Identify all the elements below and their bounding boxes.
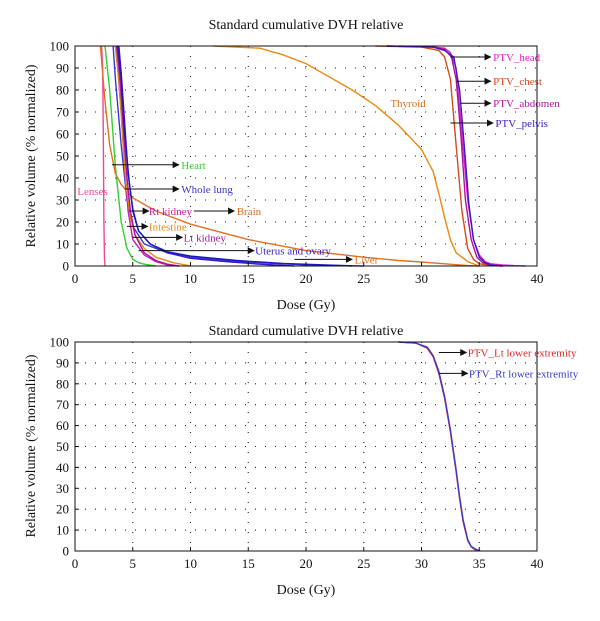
x-tick-label: 40	[531, 556, 544, 571]
chart-bottom: Standard cumulative DVH relative Dose (G…	[24, 324, 579, 598]
y-tick-label: 80	[56, 83, 69, 98]
y-tick-label: 90	[56, 61, 69, 76]
annotation-label: Brain	[237, 206, 262, 218]
x-tick-label: 0	[72, 556, 79, 571]
series-line-thyroid	[213, 45, 480, 267]
x-tick-label: 20	[300, 271, 313, 286]
chart-bottom-grid	[75, 342, 537, 551]
chart-top: Standard cumulative DVH relative Dose (G…	[24, 18, 560, 313]
x-tick-label: 5	[130, 271, 137, 286]
series-line-lt-kidney	[115, 45, 180, 267]
y-tick-label: 50	[56, 439, 69, 454]
y-tick-label: 70	[56, 105, 69, 120]
chart-top-ylabel: Relative volume (% normalized)	[24, 64, 39, 247]
annotation-label: Whole lung	[181, 184, 233, 196]
y-tick-label: 70	[56, 397, 69, 412]
annotation-label: Heart	[181, 160, 205, 172]
chart-bottom-series	[398, 341, 481, 552]
y-tick-label: 40	[56, 460, 69, 475]
annotation-label: PTV_pelvis	[495, 118, 548, 130]
chart-bottom-annotations: PTV_Lt lower extremity PTV_Rt lower extre…	[438, 347, 579, 380]
y-tick-label: 20	[56, 502, 69, 517]
y-tick-label: 100	[50, 335, 70, 350]
series-line-ptv-rt-lower-extremity	[398, 341, 481, 552]
y-tick-label: 100	[50, 39, 70, 54]
series-line-whole-lung	[112, 45, 364, 267]
chart-top-grid	[75, 46, 537, 266]
series-line-brain	[99, 45, 480, 267]
y-tick-label: 20	[56, 215, 69, 230]
y-tick-label: 80	[56, 376, 69, 391]
series-line-ptv-pelvis	[386, 45, 503, 267]
x-tick-label: 15	[242, 271, 255, 286]
y-tick-label: 30	[56, 481, 69, 496]
annotation-label: PTV_Rt lower extremity	[469, 368, 579, 380]
series-line-liver	[117, 45, 353, 267]
annotation-label: Uterus and ovary	[255, 246, 331, 258]
chart-top-series	[99, 45, 526, 267]
x-tick-label: 20	[300, 556, 313, 571]
chart-top-annotations: PTV_head PTV_chest PTV_abdomen PTV_pelvis Th…	[77, 52, 560, 266]
annotation-label: PTV_abdomen	[493, 98, 560, 110]
x-tick-label: 10	[184, 556, 197, 571]
y-tick-label: 40	[56, 171, 69, 186]
y-tick-label: 10	[56, 237, 69, 252]
chart-top-ticks: 0 5 10 15 20 25 30 35 40 0 10 20 30 40 50 60 70 80 90 100	[50, 39, 544, 287]
y-tick-label: 60	[56, 127, 69, 142]
x-tick-label: 10	[184, 271, 197, 286]
x-tick-label: 30	[415, 271, 428, 286]
chart-bottom-xlabel: Dose (Gy)	[277, 583, 336, 598]
chart-top-title: Standard cumulative DVH relative	[209, 18, 404, 33]
annotation-label: Lenses	[77, 186, 108, 198]
x-tick-label: 35	[473, 556, 486, 571]
x-tick-label: 30	[415, 556, 428, 571]
y-tick-label: 30	[56, 193, 69, 208]
y-tick-label: 0	[63, 259, 70, 274]
annotation-label: Thyroid	[390, 98, 426, 110]
y-tick-label: 60	[56, 418, 69, 433]
annotation-label: PTV_head	[493, 52, 541, 64]
y-tick-label: 10	[56, 523, 69, 538]
y-tick-label: 90	[56, 355, 69, 370]
series-line-ptv-chest	[375, 45, 503, 267]
annotation-label: Rt kidney	[149, 206, 193, 218]
annotation-label: PTV_chest	[493, 76, 542, 88]
annotation-label: PTV_Lt lower extremity	[468, 347, 577, 359]
annotation-label: Intestine	[149, 221, 187, 233]
chart-bottom-ticks: 0 5 10 15 20 25 30 35 40 0 10 20 30 40 50 60 70 80 90 100	[50, 335, 544, 572]
x-tick-label: 15	[242, 556, 255, 571]
y-tick-label: 0	[63, 544, 70, 559]
x-tick-label: 40	[531, 271, 544, 286]
x-tick-label: 5	[130, 556, 137, 571]
series-line-ptv-abdomen	[386, 45, 503, 267]
x-tick-label: 25	[357, 556, 370, 571]
annotation-label: Lt kidney	[184, 232, 227, 244]
x-tick-label: 0	[72, 271, 79, 286]
annotation-label: Liver	[355, 254, 379, 266]
chart-bottom-title: Standard cumulative DVH relative	[209, 324, 404, 339]
x-tick-label: 35	[473, 271, 486, 286]
x-tick-label: 25	[357, 271, 370, 286]
chart-top-xlabel: Dose (Gy)	[277, 298, 336, 313]
series-line-heart	[104, 45, 156, 267]
chart-bottom-ylabel: Relative volume (% normalized)	[24, 354, 39, 537]
y-tick-label: 50	[56, 149, 69, 164]
